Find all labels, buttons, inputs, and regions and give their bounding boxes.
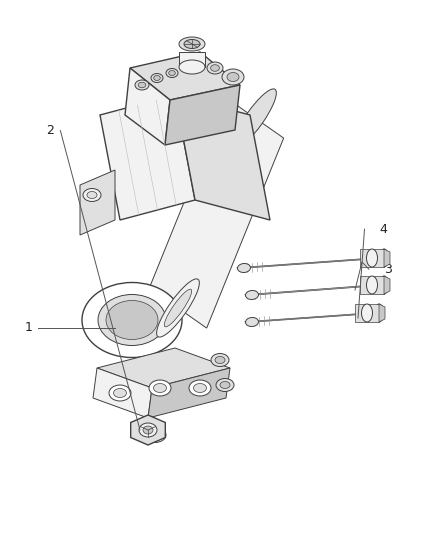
Polygon shape <box>175 95 270 220</box>
Ellipse shape <box>154 76 160 80</box>
Ellipse shape <box>157 279 199 337</box>
Ellipse shape <box>220 382 230 389</box>
Ellipse shape <box>237 263 251 272</box>
Ellipse shape <box>379 249 389 267</box>
Polygon shape <box>384 276 390 294</box>
Ellipse shape <box>169 70 175 76</box>
Polygon shape <box>100 95 195 220</box>
Ellipse shape <box>211 64 219 71</box>
Ellipse shape <box>106 301 158 340</box>
Ellipse shape <box>222 69 244 85</box>
Text: 2: 2 <box>46 124 54 137</box>
Polygon shape <box>148 368 230 418</box>
Ellipse shape <box>179 37 205 51</box>
Ellipse shape <box>207 62 223 74</box>
Ellipse shape <box>153 384 166 392</box>
Ellipse shape <box>216 378 234 392</box>
Ellipse shape <box>166 69 178 77</box>
Ellipse shape <box>135 80 149 90</box>
Ellipse shape <box>113 389 127 398</box>
Polygon shape <box>80 170 115 235</box>
Ellipse shape <box>98 295 166 345</box>
Text: 4: 4 <box>379 223 387 236</box>
Ellipse shape <box>139 423 157 437</box>
Ellipse shape <box>109 385 131 401</box>
Polygon shape <box>165 85 240 145</box>
Polygon shape <box>384 249 390 267</box>
Polygon shape <box>130 52 240 100</box>
Ellipse shape <box>367 249 378 267</box>
Text: 3: 3 <box>384 263 392 276</box>
Ellipse shape <box>179 60 205 74</box>
Ellipse shape <box>379 276 389 294</box>
Ellipse shape <box>82 282 182 358</box>
Ellipse shape <box>361 304 372 322</box>
Ellipse shape <box>184 39 200 49</box>
Ellipse shape <box>367 276 378 294</box>
Ellipse shape <box>374 304 384 322</box>
Polygon shape <box>93 368 152 418</box>
Ellipse shape <box>87 191 97 198</box>
Ellipse shape <box>194 384 206 392</box>
Polygon shape <box>360 276 384 294</box>
Polygon shape <box>244 313 378 322</box>
Ellipse shape <box>149 431 161 439</box>
Polygon shape <box>131 415 165 445</box>
Ellipse shape <box>246 290 258 300</box>
Ellipse shape <box>138 82 146 88</box>
Ellipse shape <box>164 289 192 327</box>
Polygon shape <box>355 304 379 322</box>
Polygon shape <box>379 304 385 322</box>
Ellipse shape <box>233 89 276 147</box>
Ellipse shape <box>151 74 163 83</box>
Ellipse shape <box>144 427 166 442</box>
Polygon shape <box>125 68 170 145</box>
Polygon shape <box>179 52 205 67</box>
Ellipse shape <box>227 72 239 82</box>
Polygon shape <box>149 98 284 328</box>
Polygon shape <box>244 285 384 295</box>
Ellipse shape <box>149 380 171 396</box>
Ellipse shape <box>215 357 225 364</box>
Ellipse shape <box>246 318 258 327</box>
Ellipse shape <box>189 380 211 396</box>
Polygon shape <box>97 348 230 388</box>
Ellipse shape <box>211 353 229 367</box>
Polygon shape <box>237 258 384 268</box>
Polygon shape <box>360 249 384 267</box>
Ellipse shape <box>83 189 101 201</box>
Text: 1: 1 <box>25 321 32 334</box>
Ellipse shape <box>143 426 153 434</box>
